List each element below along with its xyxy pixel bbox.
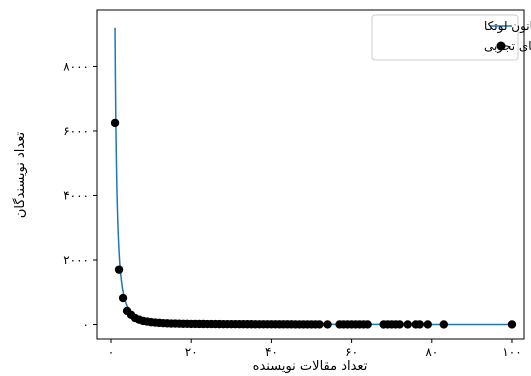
- legend-marker-swatch: [496, 41, 506, 51]
- data-point: [423, 320, 432, 329]
- x-axis: ۰ ۲۰ ۴۰ ۶۰ ۸۰ ۱۰۰: [108, 339, 522, 359]
- data-point: [363, 320, 372, 329]
- y-axis-label: تعداد نویسندگان: [12, 132, 28, 219]
- x-axis-label: تعداد مقالات نویسنده: [253, 359, 368, 374]
- legend-label-empirical: داده های تجربی: [484, 39, 531, 54]
- y-tick-label: ۲۰۰۰: [63, 253, 89, 267]
- data-point: [507, 320, 517, 329]
- y-tick-label: ۴۰۰۰: [63, 188, 89, 202]
- data-point: [315, 320, 324, 329]
- x-tick-label: ۱۰۰: [502, 345, 521, 359]
- data-point: [439, 320, 449, 329]
- x-tick-label: ۴۰: [265, 345, 278, 359]
- data-point: [118, 293, 128, 303]
- data-point: [415, 320, 424, 329]
- x-tick-label: ۶۰: [345, 345, 358, 359]
- data-point: [110, 118, 120, 128]
- data-point: [323, 320, 332, 329]
- legend-label-lotka: قانون لوتکا: [484, 19, 531, 34]
- data-point: [403, 320, 412, 329]
- x-tick-label: ۲۰: [185, 345, 198, 359]
- data-point: [395, 320, 404, 329]
- plot-frame: [96, 9, 525, 340]
- y-axis: ۰ ۲۰۰۰ ۴۰۰۰ ۶۰۰۰ ۸۰۰۰: [63, 59, 97, 331]
- x-tick-label: ۸۰: [425, 345, 438, 359]
- legend: قانون لوتکا داده های تجربی: [371, 14, 531, 61]
- y-tick-label: ۸۰۰۰: [63, 59, 89, 73]
- data-point: [114, 265, 124, 274]
- lotka-law-line: [114, 27, 512, 326]
- y-tick-label: ۶۰۰۰: [63, 124, 89, 138]
- legend-box: [371, 14, 519, 61]
- y-tick-label: ۰: [83, 317, 89, 331]
- series-layer: [110, 27, 517, 329]
- x-tick-label: ۰: [108, 345, 114, 359]
